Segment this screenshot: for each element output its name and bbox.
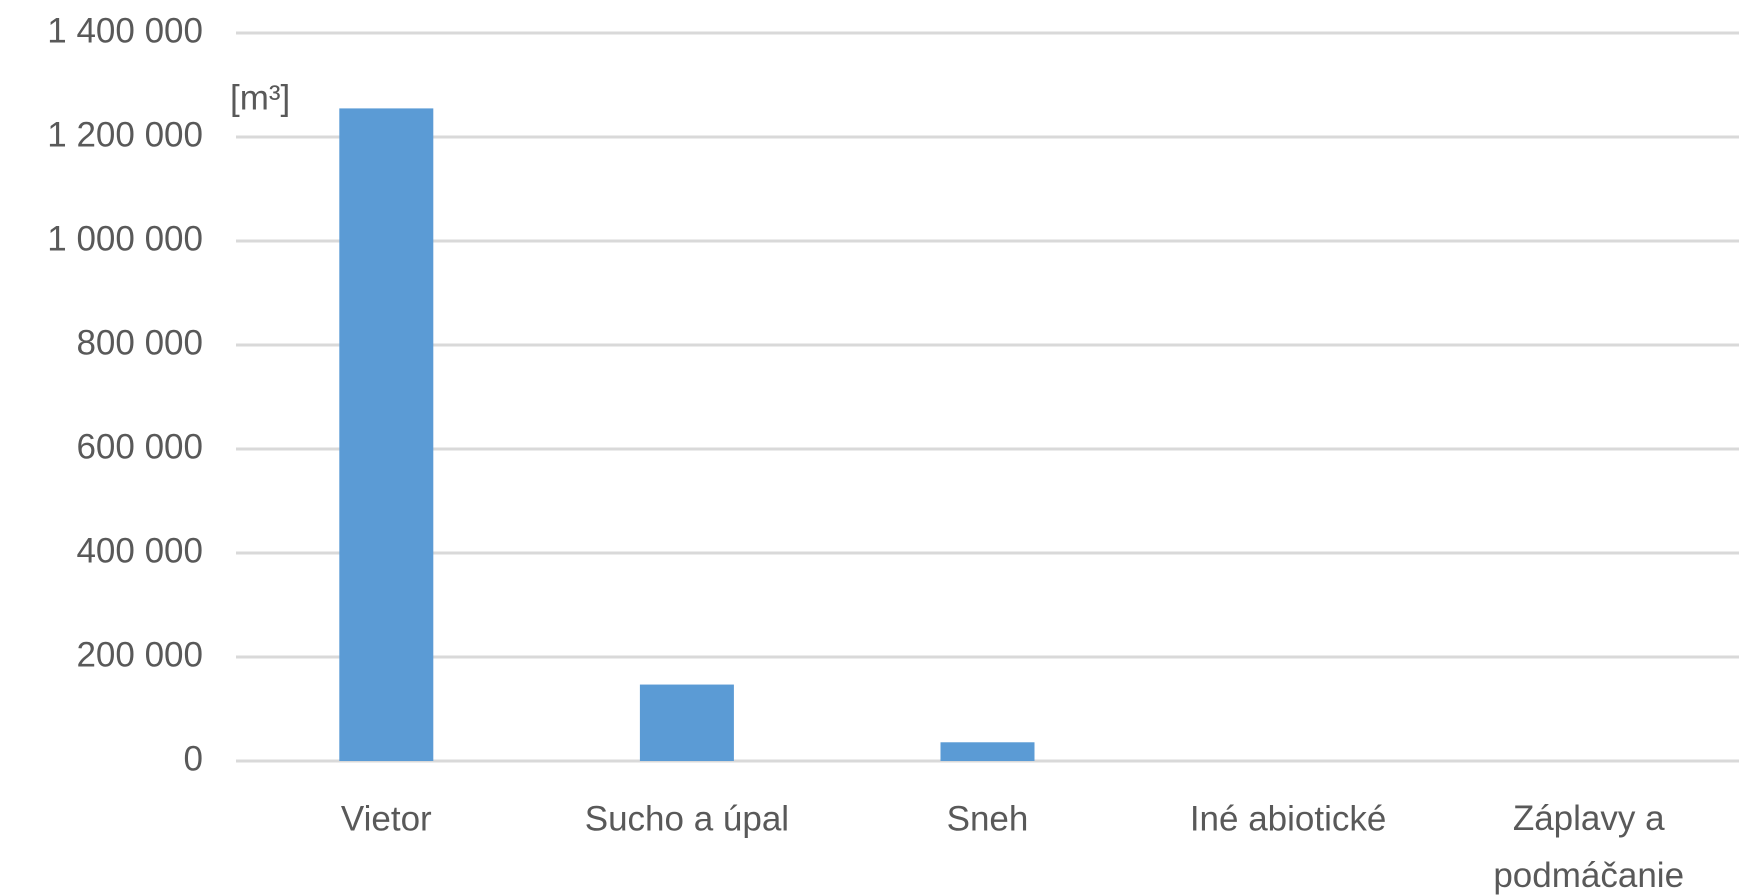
y-tick-label: 200 000 (76, 635, 203, 674)
y-tick-label: 800 000 (76, 323, 203, 362)
y-tick-label: 1 400 000 (47, 11, 203, 50)
bar (639, 684, 734, 761)
x-tick-label: Sneh (947, 799, 1029, 838)
y-tick-label: 400 000 (76, 531, 203, 570)
x-tick-label: Vietor (341, 799, 432, 838)
x-tick-label: Iné abiotické (1190, 799, 1387, 838)
y-unit: [m³] (230, 78, 290, 117)
y-tick-label: 0 (184, 739, 203, 778)
y-tick-label: 1 200 000 (47, 115, 203, 154)
bar (339, 108, 434, 761)
x-tick-label: Sucho a úpal (585, 799, 789, 838)
y-tick-label: 1 000 000 (47, 219, 203, 258)
x-tick-label: Záplavy a podmáčanie (1493, 799, 1684, 895)
y-tick-label: 600 000 (76, 427, 203, 466)
bar (940, 742, 1035, 761)
